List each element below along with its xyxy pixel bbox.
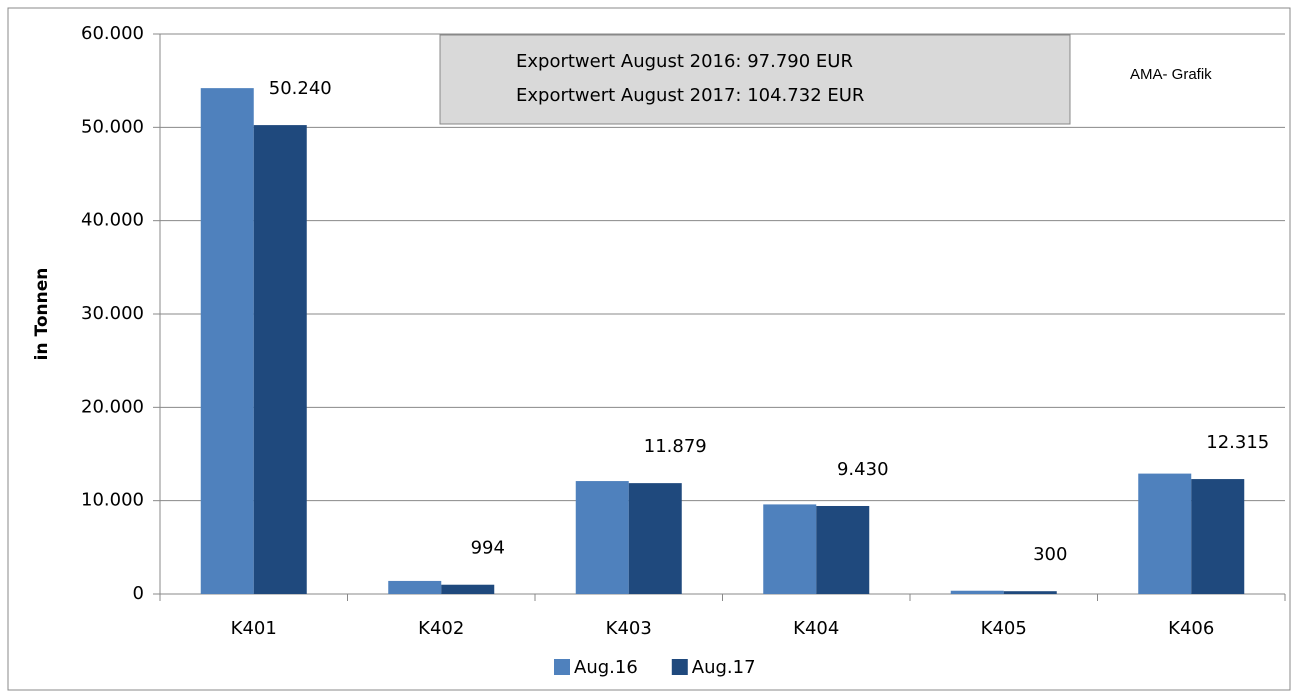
x-tick-label: K401 (231, 618, 277, 639)
x-tick-label: K405 (981, 618, 1027, 639)
bar (1003, 591, 1057, 594)
data-label: 50.240 (269, 78, 332, 99)
bar (950, 590, 1004, 594)
x-tick-label: K403 (606, 618, 652, 639)
annotation: AMA- Grafik (1130, 66, 1212, 83)
bar (575, 481, 629, 594)
data-label: 9.430 (837, 459, 889, 480)
y-tick-label: 30.000 (81, 303, 144, 324)
x-tick-label: K404 (793, 618, 839, 639)
legend-label: Aug.16 (574, 657, 638, 678)
y-tick-label: 20.000 (81, 396, 144, 417)
annotation: Exportwert August 2016: 97.790 EUR (516, 51, 853, 72)
legend-swatch (671, 659, 688, 675)
y-tick-label: 40.000 (81, 210, 144, 231)
bar (628, 483, 682, 594)
x-tick-label: K406 (1168, 618, 1214, 639)
annotation: Exportwert August 2017: 104.732 EUR (516, 85, 864, 106)
y-tick-label: 60.000 (81, 23, 144, 44)
x-tick-label: K402 (418, 618, 464, 639)
bar (441, 584, 495, 594)
y-tick-label: 50.000 (81, 116, 144, 137)
bar (763, 504, 817, 594)
bar (388, 580, 442, 594)
y-axis-label: in Tonnen (32, 268, 52, 361)
y-tick-label: 0 (133, 583, 144, 604)
legend-swatch (554, 659, 570, 675)
bar (1191, 479, 1245, 594)
data-label: 12.315 (1206, 432, 1269, 453)
bar (253, 125, 307, 595)
data-label: 994 (471, 538, 505, 559)
annotation-box (439, 34, 1071, 125)
data-label: 300 (1033, 544, 1067, 565)
legend-label: Aug.17 (692, 657, 756, 678)
bar (816, 505, 870, 594)
y-tick-label: 10.000 (81, 490, 144, 511)
data-label: 11.879 (644, 436, 707, 457)
bar (200, 88, 254, 594)
bar (1138, 473, 1192, 594)
